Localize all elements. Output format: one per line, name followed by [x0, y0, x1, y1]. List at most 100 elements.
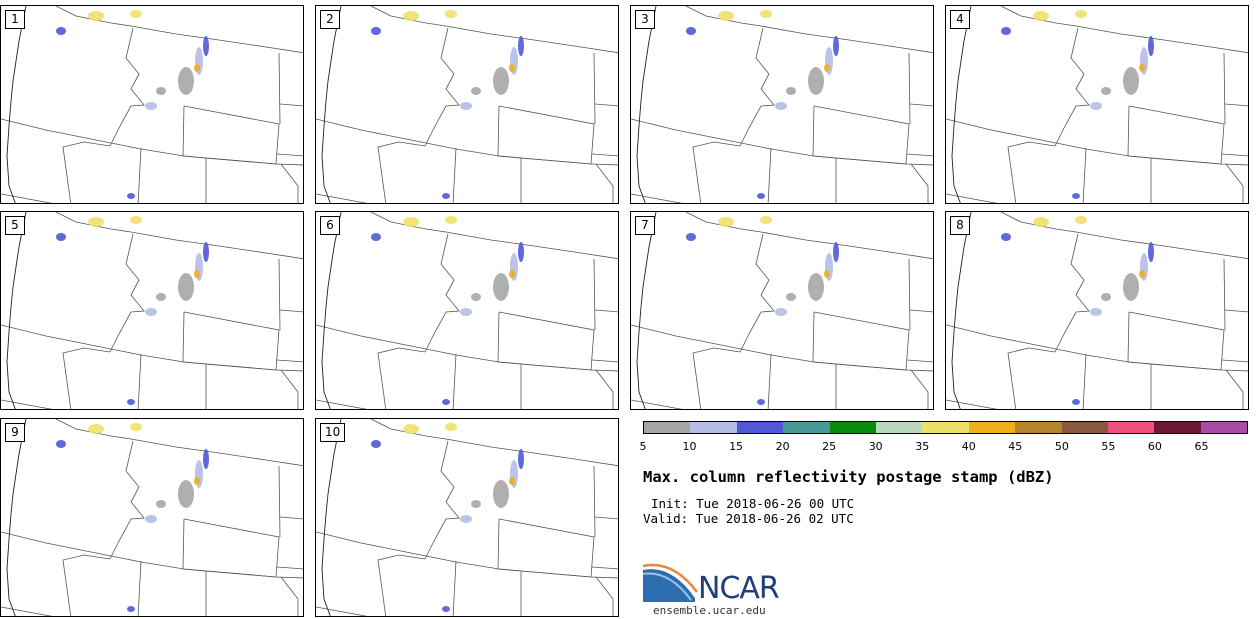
coastline [6, 6, 27, 203]
colorbar-segment [968, 422, 1016, 433]
reflectivity-echo [88, 11, 104, 21]
reflectivity-echo [518, 449, 524, 469]
state-boundary [62, 554, 111, 616]
state-boundary [424, 440, 460, 560]
valid-time: Valid: Tue 2018-06-26 02 UTC [643, 511, 854, 526]
state-boundary [137, 353, 142, 409]
state-boundary [377, 554, 426, 616]
reflectivity-echo [760, 216, 772, 224]
state-boundary [908, 258, 911, 331]
state-boundary [316, 531, 618, 579]
panel-label: 10 [320, 423, 346, 442]
coastline [6, 419, 27, 616]
state-boundary [593, 258, 596, 331]
state-boundary [279, 516, 303, 520]
coastline [636, 212, 657, 409]
state-boundary [631, 193, 683, 203]
reflectivity-echo [442, 399, 450, 405]
colorbar-tick: 20 [775, 440, 790, 453]
state-boundary [452, 147, 457, 203]
reflectivity-echo [1123, 273, 1139, 301]
state-boundary [910, 369, 929, 409]
reflectivity-echo [127, 399, 135, 405]
state-boundary [370, 6, 618, 54]
colorbar-segment [690, 422, 737, 433]
state-boundary [1, 399, 53, 409]
state-boundary [593, 52, 596, 125]
state-boundary [591, 359, 618, 363]
reflectivity-echo [56, 27, 66, 35]
reflectivity-echo [833, 242, 839, 262]
stamp-panel-8: 8 [945, 211, 1249, 410]
colorbar-tick: 30 [868, 440, 883, 453]
coastline [321, 6, 342, 203]
state-boundary [316, 399, 368, 409]
reflectivity-echo [178, 480, 194, 508]
state-boundary [279, 309, 303, 313]
map-2 [316, 6, 618, 203]
state-boundary [946, 399, 998, 409]
colorbar-segment [875, 422, 923, 433]
state-boundary [182, 518, 280, 578]
reflectivity-echo [718, 217, 734, 227]
reflectivity-echo [760, 10, 772, 18]
ncar-logo-icon [643, 563, 698, 602]
reflectivity-echo [1090, 102, 1102, 110]
map-5 [1, 212, 303, 409]
state-boundary [767, 353, 772, 409]
reflectivity-echo [145, 102, 157, 110]
colorbar-tick: 25 [822, 440, 837, 453]
stamp-panel-4: 4 [945, 5, 1249, 204]
website-url[interactable]: ensemble.ucar.edu [653, 604, 766, 617]
reflectivity-echo [460, 515, 472, 523]
state-boundary [910, 163, 929, 203]
panel-label: 3 [635, 10, 655, 29]
coastline [321, 212, 342, 409]
state-boundary [946, 324, 1248, 372]
state-boundary [1082, 353, 1087, 409]
reflectivity-echo [403, 11, 419, 21]
state-boundary [182, 311, 280, 371]
state-boundary [1082, 147, 1087, 203]
reflectivity-echo [156, 293, 166, 301]
reflectivity-echo [509, 270, 515, 278]
state-boundary [62, 347, 111, 409]
state-boundary [497, 311, 595, 371]
reflectivity-echo [460, 102, 472, 110]
panel-label: 6 [320, 216, 340, 235]
state-boundary [631, 118, 933, 166]
state-boundary [316, 606, 368, 616]
reflectivity-echo [203, 36, 209, 56]
reflectivity-echo [786, 293, 796, 301]
reflectivity-echo [445, 10, 457, 18]
reflectivity-echo [775, 308, 787, 316]
reflectivity-echo [471, 500, 481, 508]
colorbar-segment [1015, 422, 1062, 433]
state-boundary [276, 359, 303, 363]
reflectivity-echo [127, 193, 135, 199]
reflectivity-echo [442, 193, 450, 199]
reflectivity-echo [471, 293, 481, 301]
stamp-panel-3: 3 [630, 5, 934, 204]
colorbar-segment [1200, 422, 1248, 433]
reflectivity-echo [833, 36, 839, 56]
reflectivity-echo [88, 424, 104, 434]
colorbar-tick: 45 [1008, 440, 1023, 453]
reflectivity-echo [194, 477, 200, 485]
state-boundary [1007, 347, 1056, 409]
figure-title: Max. column reflectivity postage stamp (… [643, 468, 1054, 486]
reflectivity-echo [518, 36, 524, 56]
state-boundary [1223, 258, 1226, 331]
state-boundary [280, 576, 299, 616]
state-boundary [692, 347, 741, 409]
state-boundary [1223, 52, 1226, 125]
reflectivity-echo [509, 477, 515, 485]
state-boundary [909, 309, 933, 313]
state-boundary [497, 105, 595, 165]
state-boundary [946, 193, 998, 203]
state-boundary [280, 369, 299, 409]
reflectivity-echo [1075, 10, 1087, 18]
state-boundary [137, 147, 142, 203]
reflectivity-echo [130, 10, 142, 18]
reflectivity-echo [1001, 27, 1011, 35]
